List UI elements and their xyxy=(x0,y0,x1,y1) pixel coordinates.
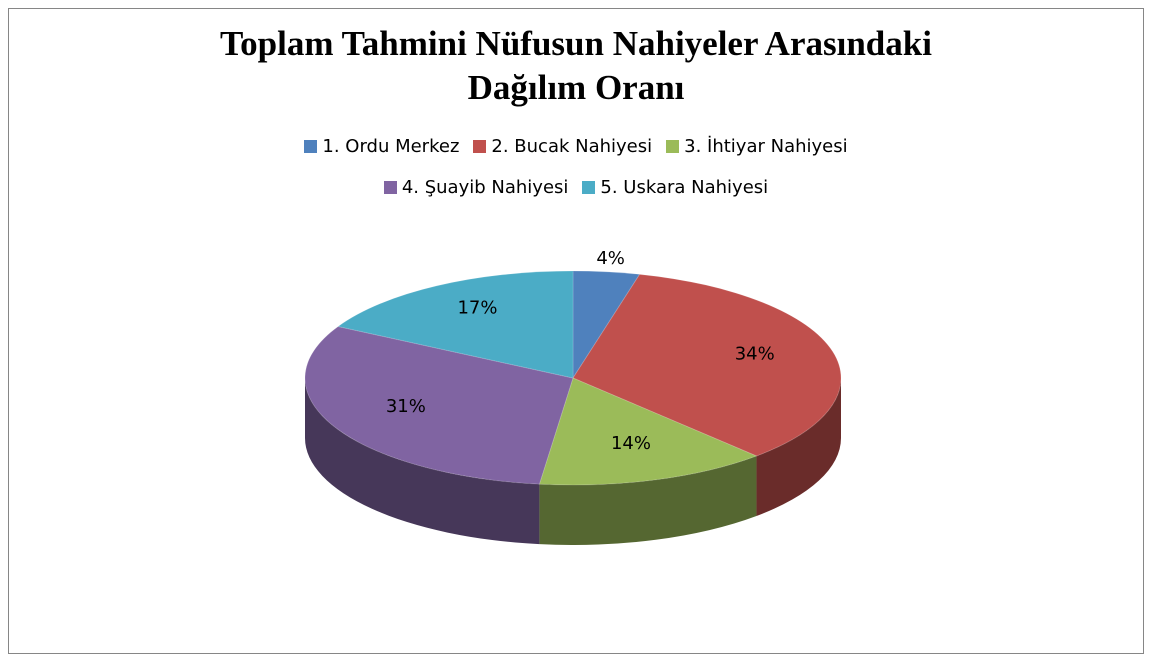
data-label: 17% xyxy=(457,298,497,319)
legend-label: 1. Ordu Merkez xyxy=(322,136,460,157)
legend-swatch xyxy=(473,140,487,153)
pie-slice xyxy=(572,270,641,380)
pie-slice xyxy=(336,270,574,379)
legend-swatch xyxy=(582,181,596,194)
legend-label: 2. Bucak Nahiyesi xyxy=(491,136,653,157)
data-label: 31% xyxy=(386,396,426,417)
legend-swatch xyxy=(304,140,318,153)
pie-slice xyxy=(304,325,574,485)
data-label: 4% xyxy=(596,248,625,269)
legend-item: 1. Ordu Merkez xyxy=(304,136,459,157)
pie-slice xyxy=(538,377,758,486)
legend-label: 3. İhtiyar Nahiyesi xyxy=(684,136,848,157)
legend-item: 4. Şuayib Nahiyesi xyxy=(383,177,569,198)
legend-swatch xyxy=(383,181,397,194)
legend-item: 2. Bucak Nahiyesi xyxy=(473,136,652,157)
legend-item: 5. Uskara Nahiyesi xyxy=(582,177,768,198)
pie-slice xyxy=(572,273,842,457)
pie-side xyxy=(539,455,757,545)
chart-title: Toplam Tahmini Nüfusun Nahiyeler Arasınd… xyxy=(220,24,932,107)
legend-item: 3. İhtiyar Nahiyesi xyxy=(666,136,848,157)
legend-swatch xyxy=(666,140,680,153)
chart-frame xyxy=(8,8,1144,654)
legend-label: 4. Şuayib Nahiyesi xyxy=(401,177,569,198)
pie-side xyxy=(756,378,841,516)
pie-side xyxy=(305,378,540,545)
data-label: 34% xyxy=(735,343,775,364)
legend-label: 5. Uskara Nahiyesi xyxy=(600,177,769,198)
data-label: 14% xyxy=(611,433,651,454)
legend: 1. Ordu Merkez 2. Bucak Nahiyesi 3. İhtiya… xyxy=(206,136,946,198)
